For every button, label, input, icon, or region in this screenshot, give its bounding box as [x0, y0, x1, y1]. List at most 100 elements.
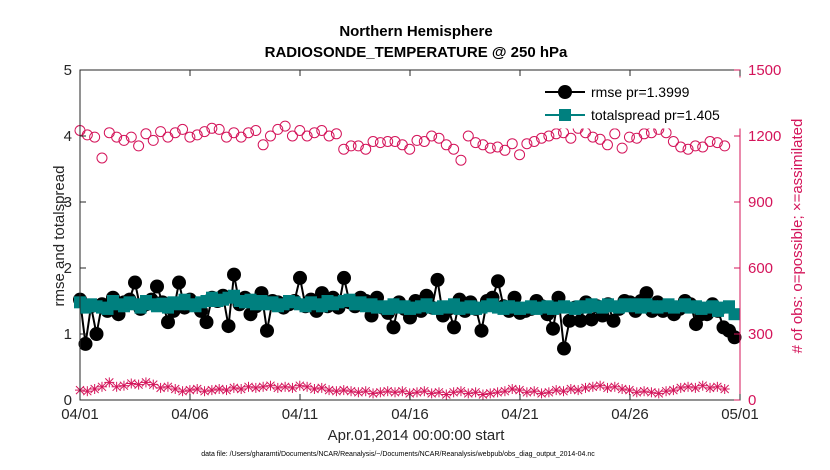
- obs-possible-point: [462, 130, 474, 142]
- obs-possible-point: [367, 136, 379, 147]
- rmse-point: [562, 313, 577, 328]
- obs-assimilated-point: [573, 385, 584, 396]
- x-tick-label: 04/16: [391, 406, 429, 423]
- legend-spread-label: totalspread pr=1.405: [591, 107, 720, 123]
- obs-assimilated-point: [631, 387, 642, 398]
- rmse-point: [293, 270, 307, 285]
- rmse-point: [573, 313, 588, 328]
- obs-assimilated-point: [646, 387, 657, 398]
- obs-possible-point: [528, 136, 540, 147]
- obs-possible-point: [440, 139, 452, 151]
- obs-possible-point: [506, 138, 518, 150]
- obs-assimilated-point: [272, 382, 283, 393]
- obs-assimilated-point: [477, 389, 488, 400]
- obs-possible-point: [89, 131, 101, 143]
- obs-assimilated-point: [338, 385, 349, 396]
- obs-assimilated-point: [668, 385, 679, 396]
- y-tick-label: 3: [64, 194, 72, 211]
- legend-rmse-marker: [558, 85, 572, 99]
- obs-possible-point: [250, 125, 262, 136]
- obs-assimilated-point: [441, 389, 452, 400]
- y-tick-label: 2: [64, 260, 72, 277]
- y2-tick-label: 600: [748, 260, 773, 277]
- obs-possible-point: [433, 132, 445, 144]
- rmse-point: [491, 274, 505, 289]
- obs-assimilated-point: [192, 384, 203, 394]
- obs-assimilated-point: [639, 386, 650, 397]
- obs-assimilated-point: [595, 380, 606, 391]
- obs-possible-point: [235, 131, 247, 143]
- rmse-point: [199, 315, 214, 330]
- x-tick-label: 04/06: [171, 406, 209, 423]
- rmse-point: [150, 279, 164, 294]
- rmse-point: [606, 313, 621, 328]
- obs-assimilated-point: [302, 381, 313, 392]
- obs-possible-point: [330, 128, 342, 140]
- obs-assimilated-point: [382, 386, 393, 397]
- rmse-point: [172, 275, 186, 290]
- obs-possible-point: [667, 136, 679, 147]
- obs-possible-point: [411, 134, 423, 146]
- obs-assimilated-point: [433, 387, 444, 398]
- obs-possible-point: [565, 132, 577, 144]
- obs-possible-point: [448, 143, 460, 155]
- rmse-point: [386, 320, 401, 335]
- obs-possible-point: [638, 128, 650, 140]
- obs-assimilated-point: [236, 384, 247, 394]
- obs-possible-point: [301, 130, 313, 142]
- rmse-point: [227, 267, 241, 282]
- obs-possible-point: [199, 126, 211, 138]
- obs-assimilated-point: [624, 385, 635, 396]
- obs-possible-point: [264, 130, 276, 142]
- obs-possible-point: [323, 130, 335, 142]
- obs-assimilated-point: [697, 380, 708, 391]
- obs-assimilated-point: [133, 379, 144, 390]
- obs-possible-point: [609, 128, 621, 140]
- obs-possible-point: [177, 123, 189, 135]
- obs-possible-point: [352, 140, 364, 152]
- obs-possible-point: [191, 129, 203, 141]
- legend: rmse pr=1.3999 totalspread pr=1.405: [529, 77, 743, 129]
- obs-assimilated-point: [309, 384, 320, 394]
- obs-assimilated-point: [126, 378, 137, 389]
- y-tick-label: 1: [64, 326, 72, 343]
- obs-assimilated-point: [675, 382, 686, 393]
- obs-assimilated-point: [162, 381, 173, 392]
- obs-assimilated-point: [184, 385, 195, 396]
- obs-assimilated-point: [661, 386, 672, 397]
- rmse-point: [546, 321, 560, 336]
- plot-area: [73, 120, 742, 400]
- obs-assimilated-point: [243, 381, 254, 392]
- y-axis-label: rmse and totalspread: [51, 166, 68, 307]
- obs-possible-point: [579, 127, 591, 139]
- rmse-point: [260, 323, 274, 338]
- obs-assimilated-point: [82, 386, 93, 397]
- obs-assimilated-point: [353, 387, 364, 398]
- obs-possible-point: [338, 143, 350, 155]
- obs-assimilated-point: [265, 380, 276, 391]
- y2-tick-label: 300: [748, 326, 773, 343]
- obs-possible-point: [140, 128, 152, 140]
- obs-assimilated-point: [258, 381, 269, 392]
- x-tick-label: 04/26: [611, 406, 649, 423]
- obs-assimilated-point: [543, 387, 554, 398]
- y2-tick-label: 0: [748, 392, 756, 409]
- obs-possible-point: [382, 136, 394, 147]
- rmse-point: [447, 320, 461, 335]
- obs-assimilated-point: [287, 382, 298, 393]
- obs-assimilated-point: [177, 386, 188, 397]
- rmse-point: [161, 315, 175, 330]
- obs-assimilated-point: [316, 382, 327, 393]
- obs-possible-point: [631, 132, 643, 144]
- y-tick-label: 4: [64, 128, 72, 145]
- obs-assimilated-point: [499, 386, 510, 397]
- chart-subtitle: RADIOSONDE_TEMPERATURE @ 250 hPa: [265, 44, 568, 61]
- obs-assimilated-point: [140, 377, 151, 388]
- obs-assimilated-point: [426, 388, 437, 399]
- obs-assimilated-point: [448, 387, 459, 398]
- y-tick-label: 0: [64, 392, 72, 409]
- obs-assimilated-point: [228, 382, 239, 393]
- obs-possible-point: [213, 123, 225, 135]
- obs-possible-point: [492, 141, 504, 153]
